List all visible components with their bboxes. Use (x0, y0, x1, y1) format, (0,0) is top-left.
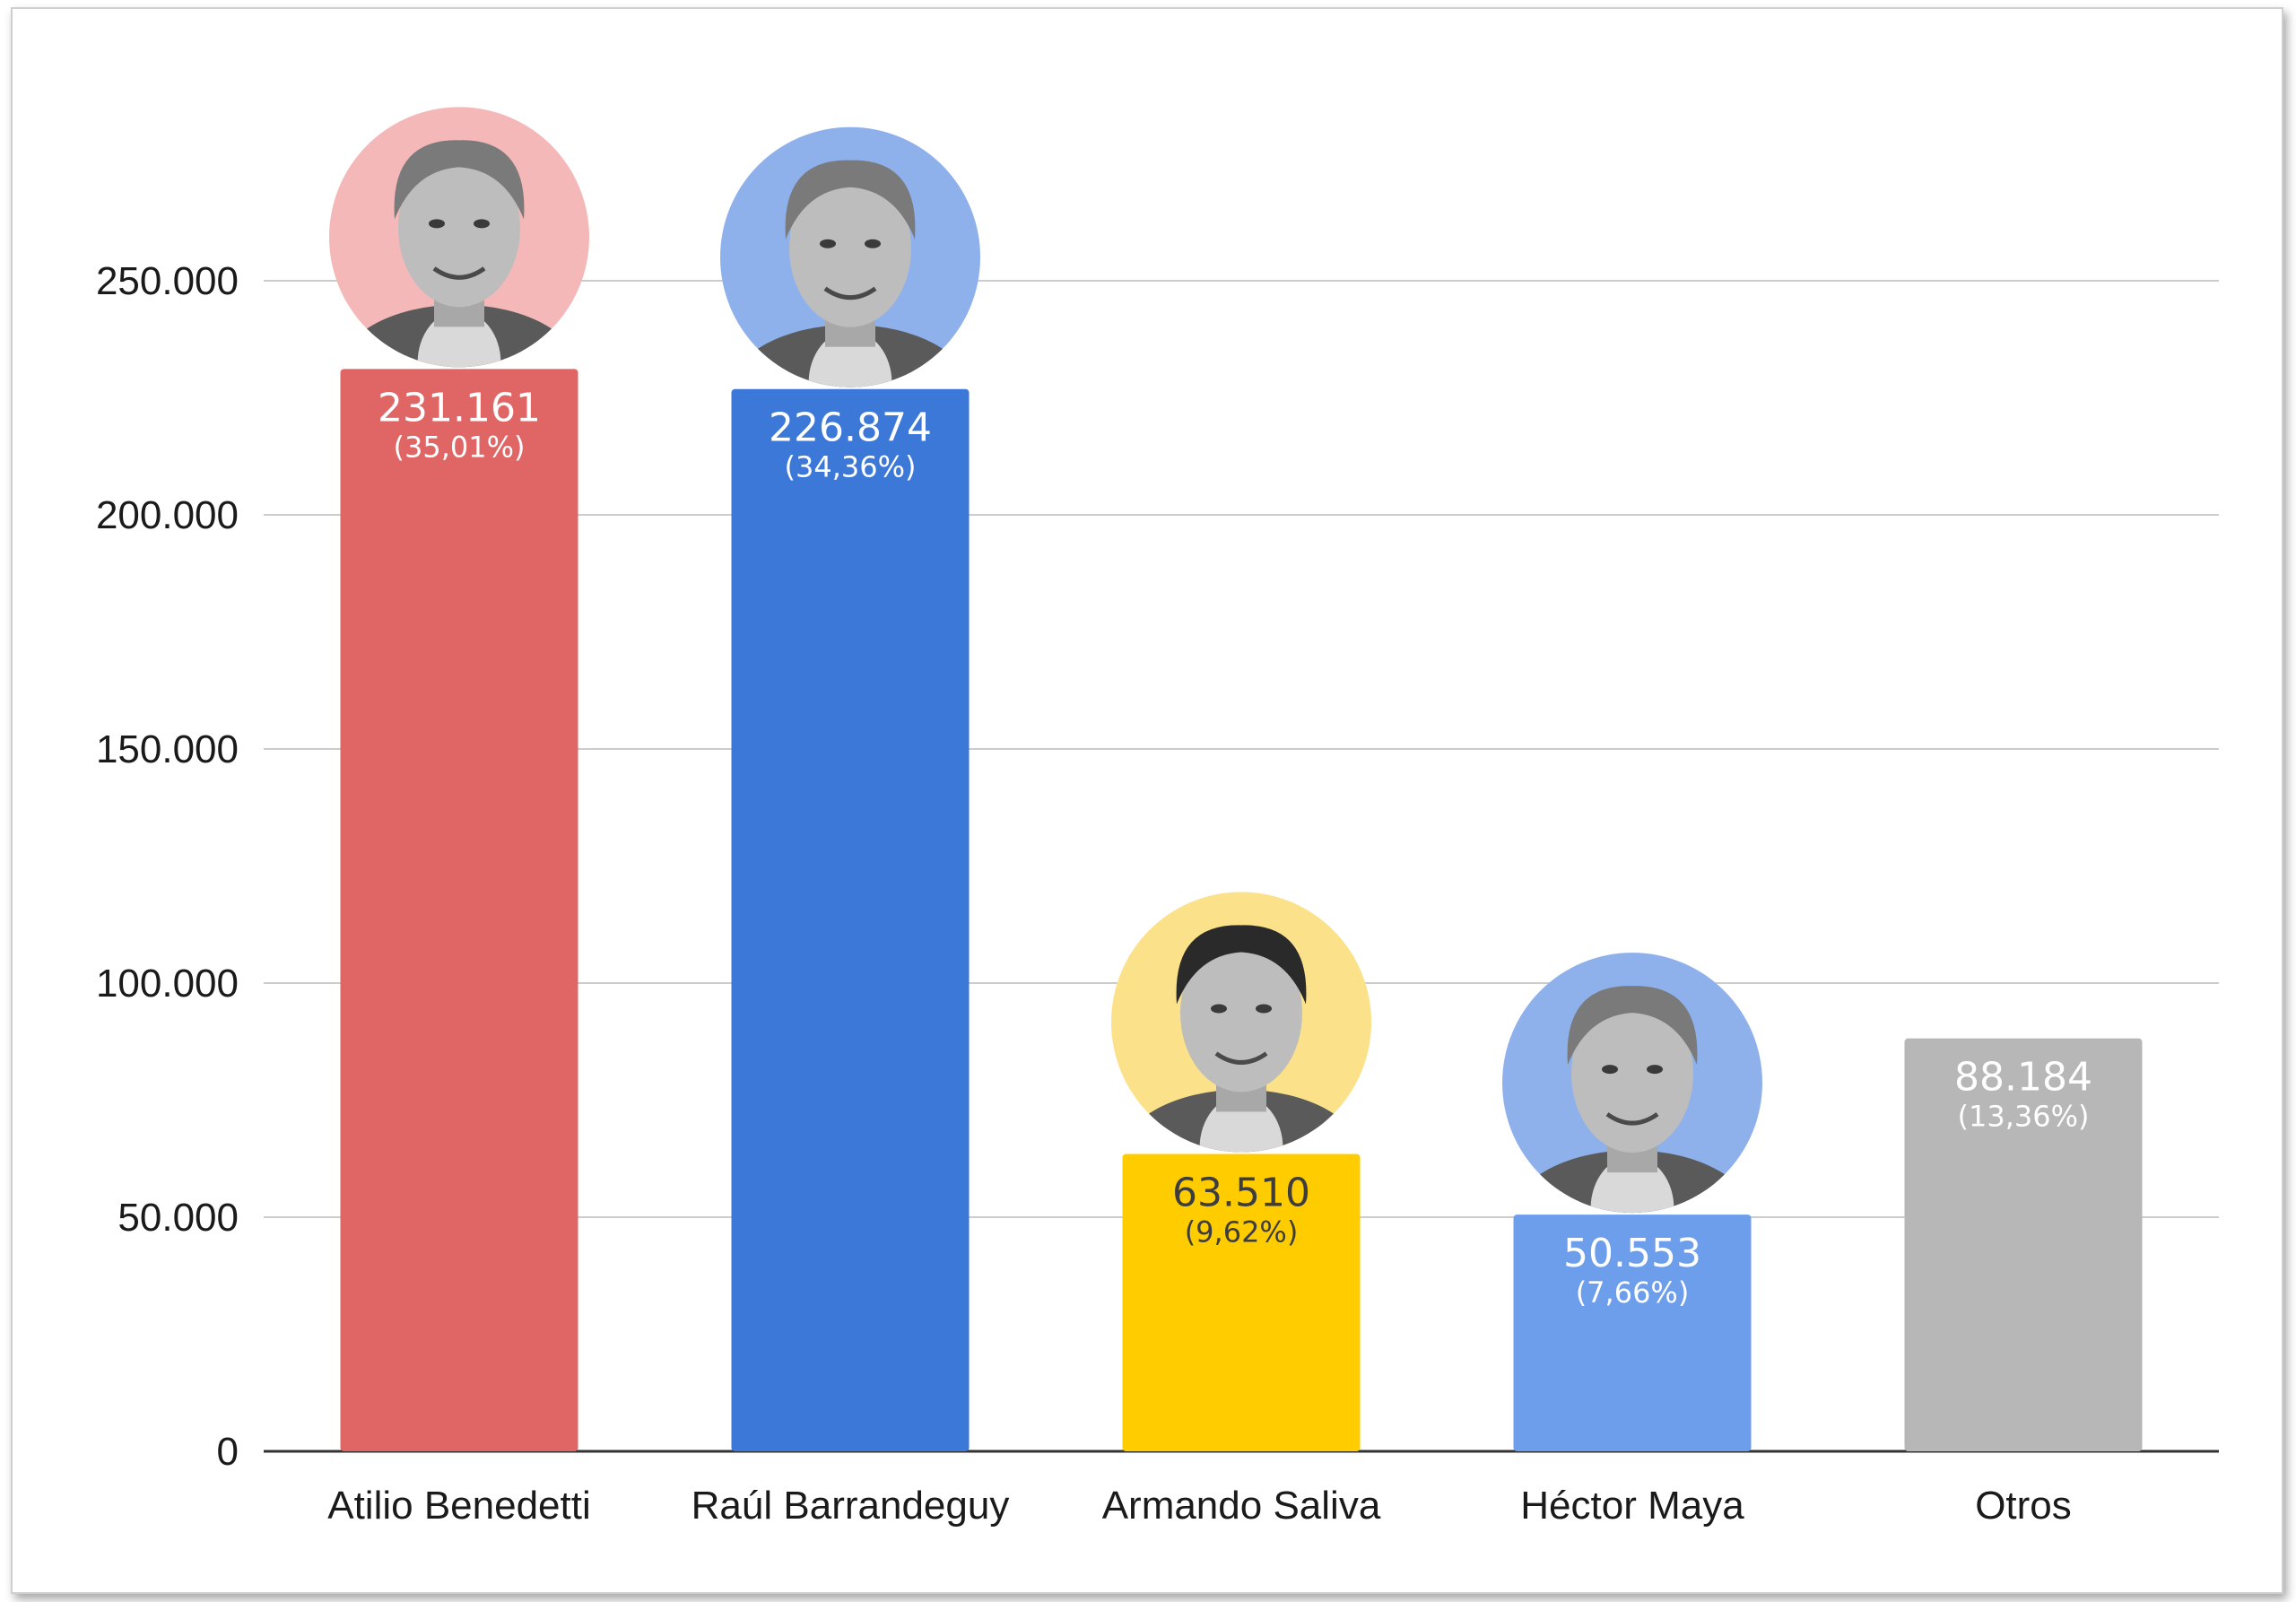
y-tick-label: 50.000 (117, 1196, 239, 1240)
bars (340, 369, 2143, 1451)
portrait-eye (865, 239, 881, 248)
bar-percent-label: (7,66%) (1576, 1276, 1690, 1310)
portrait-face (1571, 995, 1693, 1154)
portrait-face (1180, 934, 1302, 1093)
x-category-label: Raúl Barrandeguy (691, 1484, 1010, 1528)
bar (340, 369, 578, 1451)
bar-percent-label: (34,36%) (785, 450, 917, 484)
portrait-hair (785, 160, 916, 239)
x-category-label: Armando Saliva (1102, 1484, 1381, 1528)
y-tick-label: 150.000 (96, 727, 239, 771)
portrait-eye (429, 219, 445, 229)
bar-value-label: 63.510 (1172, 1170, 1310, 1215)
bar (1513, 1215, 1752, 1451)
portrait-mouth (1214, 1051, 1268, 1065)
chart-frame: 0 50.000 100.000 150.000 200.000 250.000 231.… (11, 7, 2283, 1594)
candidate-portrait-icon (1502, 953, 1762, 1214)
portrait-eye (1211, 1004, 1227, 1014)
bar-percent-label: (13,36%) (1958, 1100, 2090, 1134)
x-axis-categories: Atilio Benedetti Raúl Barrandeguy Armando … (327, 1484, 2072, 1528)
bar (1904, 1038, 2143, 1451)
bar-value-label: 231.161 (378, 385, 541, 431)
bar-value-label: 226.874 (769, 405, 932, 451)
bar (731, 388, 970, 1451)
portrait-mouth (1605, 1112, 1659, 1126)
portrait-hair (394, 140, 525, 220)
portrait-eye (1256, 1004, 1272, 1014)
bar-labels: 231.161(35,01%) 226.874(34,36%) 63.510(9,6… (378, 385, 2092, 1310)
portrait-shoulders (1118, 1089, 1365, 1153)
portrait-collar (417, 310, 501, 368)
bar (1122, 1154, 1361, 1451)
bar-percent-label: (35,01%) (394, 430, 526, 464)
portrait-shoulders (1509, 1150, 1756, 1214)
portrait-mouth (823, 286, 877, 300)
bar-chart: 0 50.000 100.000 150.000 200.000 250.000 231.… (96, 107, 2219, 1528)
y-tick-label: 200.000 (96, 493, 239, 537)
portrait-collar (808, 330, 892, 387)
portrait-collar (1199, 1095, 1283, 1153)
bar-value-label: 88.184 (1954, 1055, 2092, 1101)
portrait-hair (1567, 986, 1698, 1066)
candidate-portrait-icon (1111, 892, 1371, 1153)
portrait-shoulders (335, 304, 583, 368)
portrait-hair (1176, 925, 1307, 1005)
portrait-face (789, 169, 911, 327)
y-tick-label: 250.000 (96, 259, 239, 303)
y-tick-label: 0 (217, 1430, 239, 1474)
y-axis-ticks: 0 50.000 100.000 150.000 200.000 250.000 (96, 259, 239, 1474)
portraits (329, 107, 1762, 1214)
bar-value-label: 50.553 (1563, 1231, 1701, 1276)
candidate-portrait-icon (329, 107, 589, 368)
y-tick-label: 100.000 (96, 962, 239, 1006)
portrait-eye (1647, 1065, 1663, 1075)
portrait-eye (820, 239, 836, 248)
x-category-label: Otros (1975, 1484, 2072, 1528)
portrait-face (398, 149, 520, 308)
x-category-label: Atilio Benedetti (327, 1484, 591, 1528)
x-category-label: Héctor Maya (1520, 1484, 1744, 1528)
portrait-mouth (432, 266, 486, 280)
candidate-portrait-icon (720, 126, 980, 387)
portrait-eye (474, 219, 490, 229)
portrait-eye (1602, 1065, 1618, 1075)
bar-percent-label: (9,62%) (1185, 1215, 1299, 1249)
portrait-collar (1590, 1156, 1674, 1214)
portrait-shoulders (726, 324, 974, 387)
